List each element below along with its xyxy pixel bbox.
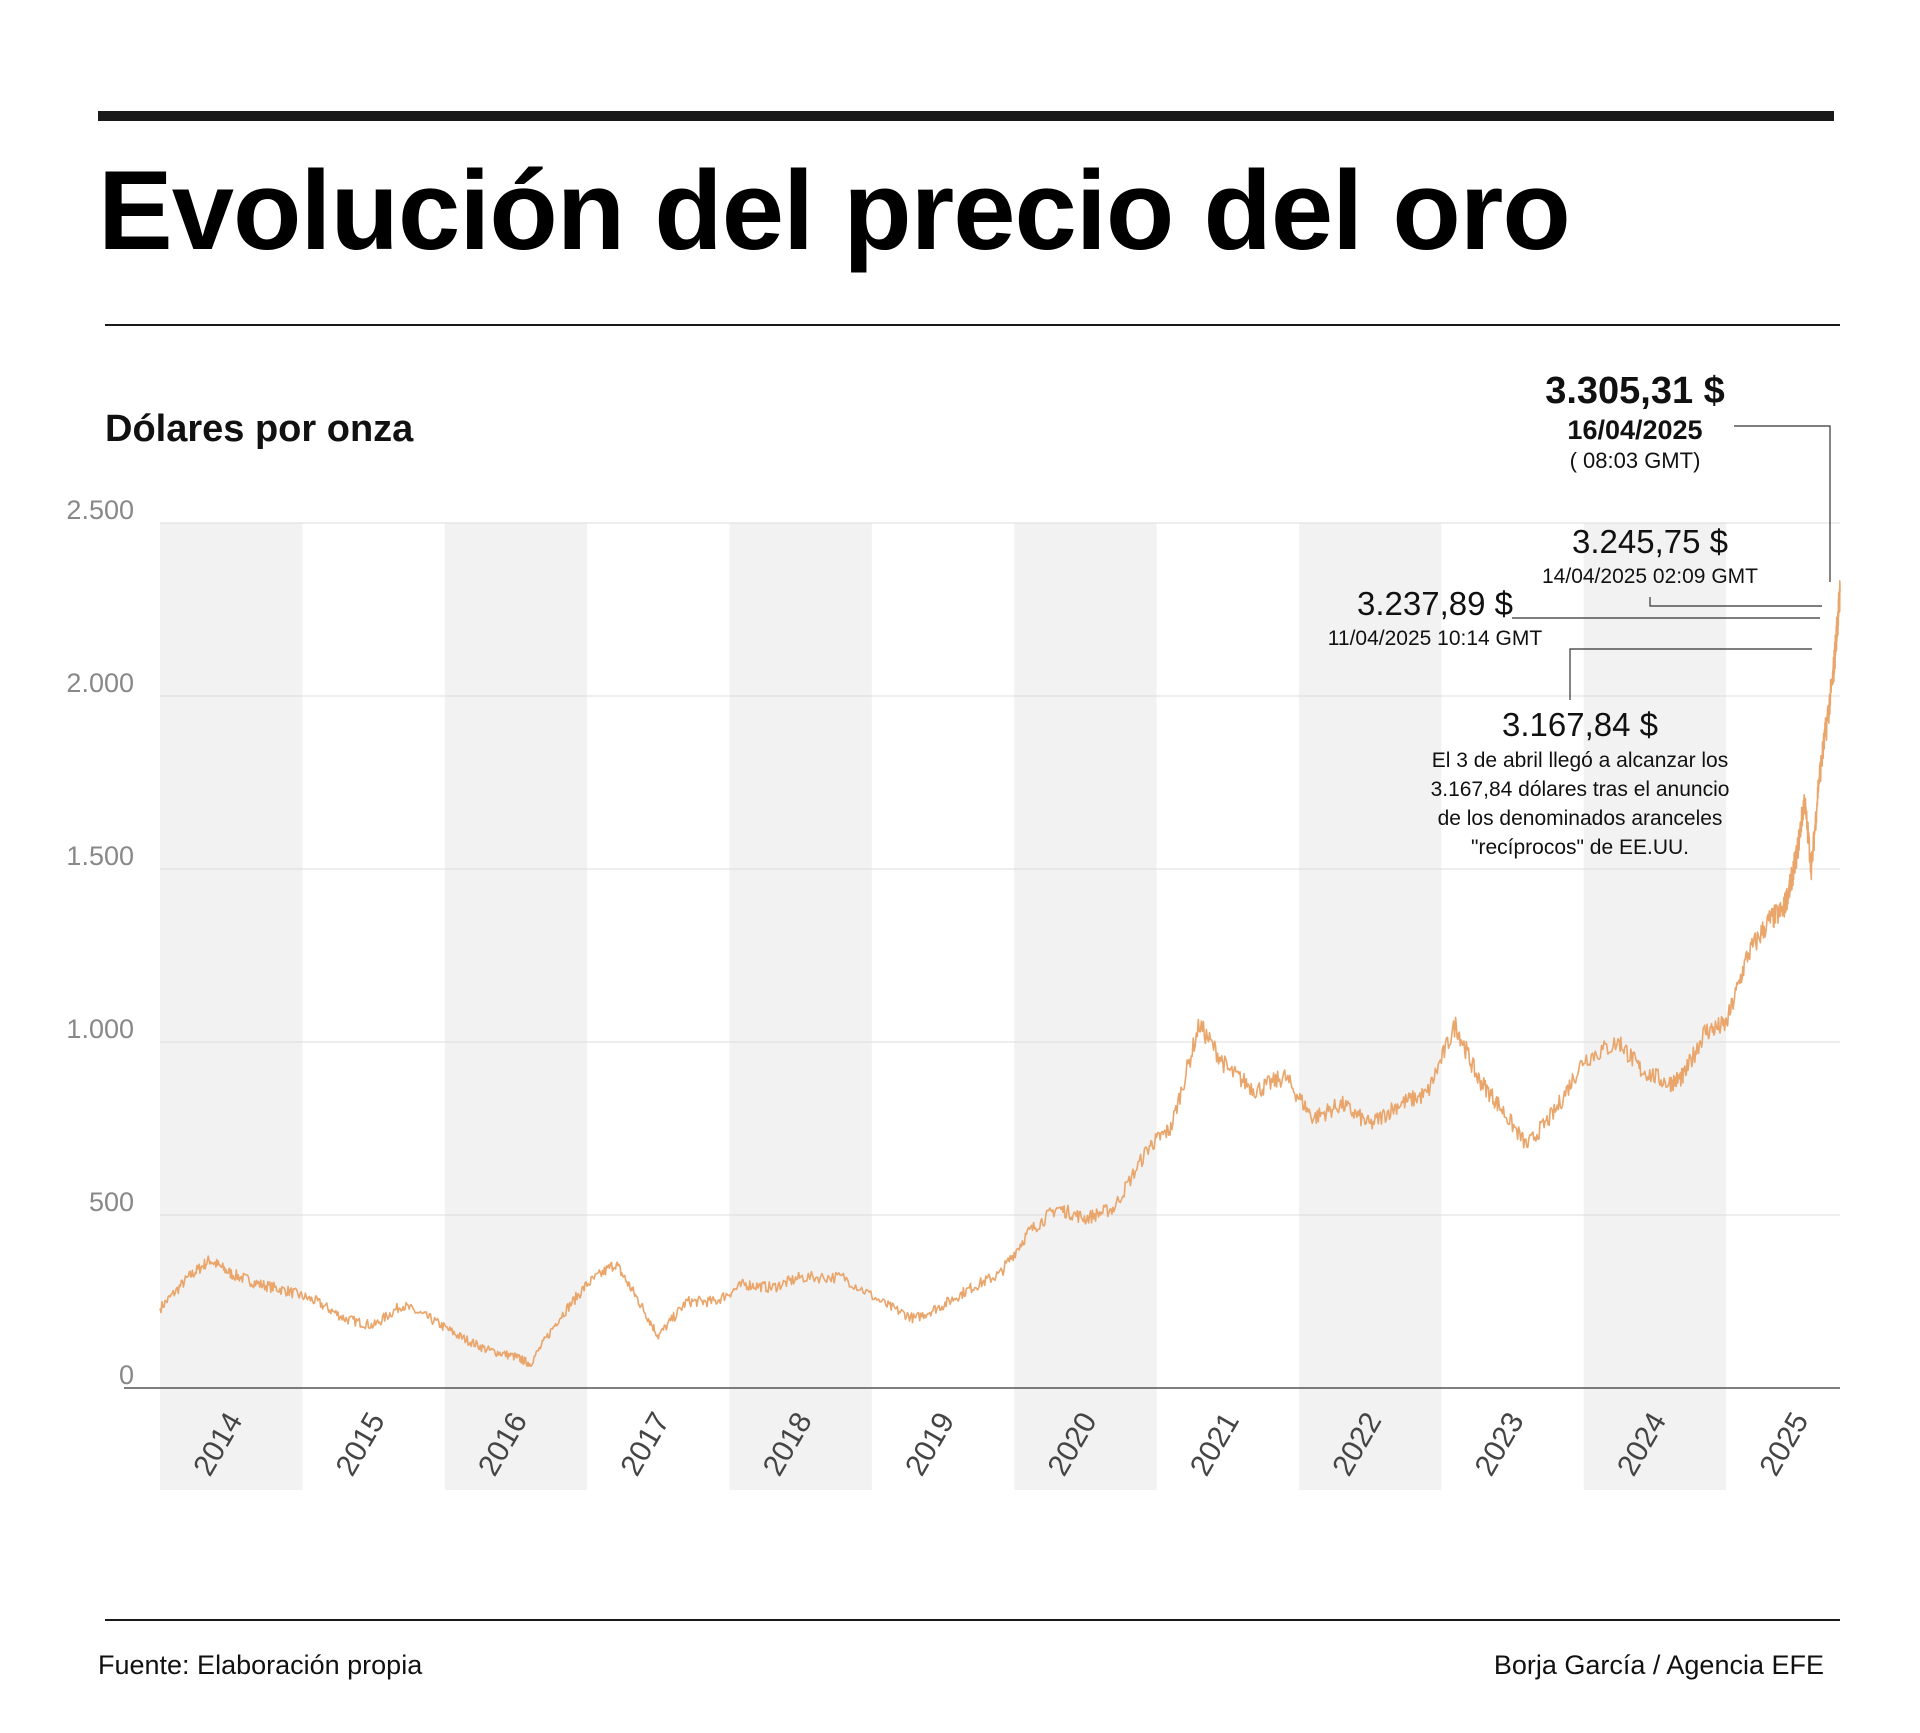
x-tick-label: 2021 bbox=[1184, 1407, 1246, 1481]
bottom-rule bbox=[105, 1619, 1840, 1621]
annotation-a3-line: El 3 de abril llegó a alcanzar los bbox=[1431, 749, 1729, 772]
title-rule bbox=[105, 324, 1840, 326]
annotation-a3-line: de los denominados aranceles bbox=[1437, 807, 1723, 830]
y-tick-label: 500 bbox=[89, 1187, 134, 1217]
y-tick-label: 1.500 bbox=[66, 841, 134, 871]
annotation-a3-value: 3.167,84 $ bbox=[1502, 706, 1658, 743]
annotation-a3-text: El 3 de abril llegó a alcanzar los 3.167… bbox=[1400, 746, 1760, 862]
year-band bbox=[444, 523, 588, 1490]
year-band bbox=[1014, 523, 1157, 1490]
year-bands bbox=[160, 523, 1727, 1490]
annotation-a2-value: 3.237,89 $ bbox=[1357, 585, 1513, 622]
x-tick-label: 2019 bbox=[899, 1407, 961, 1481]
series-line-gold-price bbox=[159, 580, 1841, 1368]
annotation-leaders bbox=[1512, 425, 1831, 700]
credit-note: Borja García / Agencia EFE bbox=[1493, 1650, 1824, 1680]
top-rule bbox=[98, 111, 1834, 121]
y-tick-label: 2.500 bbox=[66, 495, 134, 525]
year-band bbox=[1583, 523, 1727, 1490]
y-tick-label: 0 bbox=[119, 1360, 134, 1390]
annotation-max-value: 3.305,31 $ bbox=[1545, 370, 1725, 412]
y-tick-label: 1.000 bbox=[66, 1014, 134, 1044]
annotation-a2: 3.237,89 $ 11/04/2025 10:14 GMT bbox=[1320, 585, 1550, 651]
source-note: Fuente: Elaboración propia bbox=[98, 1650, 423, 1680]
annotation-a1-value: 3.245,75 $ bbox=[1572, 523, 1728, 560]
y-tick-labels: 0 500 1.000 1.500 2.000 2.500 bbox=[66, 495, 134, 1390]
page-title: Evolución del precio del oro bbox=[98, 148, 1571, 273]
annotation-max-date: 16/04/2025 bbox=[1567, 415, 1703, 445]
year-band bbox=[1298, 523, 1442, 1490]
annotation-a1: 3.245,75 $ 14/04/2025 02:09 GMT bbox=[1540, 523, 1760, 589]
x-tick-label: 2015 bbox=[330, 1407, 392, 1481]
annotation-a3-line: 3.167,84 dólares tras el anuncio bbox=[1430, 778, 1730, 801]
annotation-a1-date: 14/04/2025 02:09 GMT bbox=[1542, 565, 1758, 588]
year-band bbox=[729, 523, 872, 1490]
leader-a3 bbox=[1569, 648, 1812, 700]
y-axis-unit-label: Dólares por onza bbox=[105, 408, 414, 450]
x-tick-label: 2017 bbox=[614, 1407, 676, 1481]
x-tick-label: 2023 bbox=[1469, 1407, 1531, 1481]
annotation-a3: 3.167,84 $ El 3 de abril llegó a alcanza… bbox=[1400, 706, 1760, 862]
x-tick-labels: 2014 2015 2016 2017 2018 2019 2020 2021 2022 2023… bbox=[187, 1407, 1815, 1481]
leader-a1 bbox=[1649, 597, 1822, 607]
y-tick-label: 2.000 bbox=[66, 668, 134, 698]
annotation-max-time: ( 08:03 GMT) bbox=[1569, 448, 1701, 473]
annotation-max: 3.305,31 $ 16/04/2025 ( 08:03 GMT) bbox=[1530, 370, 1740, 474]
annotation-a3-line: "recíprocos" de EE.UU. bbox=[1471, 836, 1689, 859]
grid-lines bbox=[124, 522, 1840, 1389]
year-band bbox=[160, 523, 303, 1490]
annotation-a2-date: 11/04/2025 10:14 GMT bbox=[1327, 627, 1543, 650]
leader-max bbox=[1734, 425, 1831, 582]
x-tick-label: 2025 bbox=[1753, 1407, 1815, 1481]
